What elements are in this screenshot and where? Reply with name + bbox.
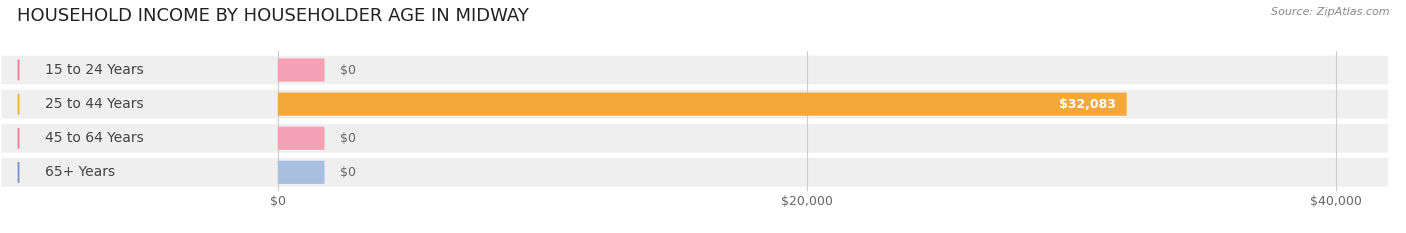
Text: 45 to 64 Years: 45 to 64 Years — [45, 131, 143, 145]
FancyBboxPatch shape — [278, 58, 325, 82]
Text: 25 to 44 Years: 25 to 44 Years — [45, 97, 143, 111]
Text: 15 to 24 Years: 15 to 24 Years — [45, 63, 143, 77]
FancyBboxPatch shape — [278, 161, 325, 184]
Text: $0: $0 — [340, 132, 356, 145]
FancyBboxPatch shape — [278, 127, 325, 150]
FancyBboxPatch shape — [1, 90, 1388, 118]
Text: $32,083: $32,083 — [1059, 98, 1116, 111]
FancyBboxPatch shape — [1, 158, 1388, 187]
Text: Source: ZipAtlas.com: Source: ZipAtlas.com — [1271, 7, 1389, 17]
Text: $0: $0 — [340, 64, 356, 76]
FancyBboxPatch shape — [278, 93, 1126, 116]
FancyBboxPatch shape — [1, 56, 1388, 84]
Text: $0: $0 — [340, 166, 356, 179]
FancyBboxPatch shape — [1, 124, 1388, 153]
Text: 65+ Years: 65+ Years — [45, 165, 115, 179]
Text: HOUSEHOLD INCOME BY HOUSEHOLDER AGE IN MIDWAY: HOUSEHOLD INCOME BY HOUSEHOLDER AGE IN M… — [17, 7, 529, 25]
